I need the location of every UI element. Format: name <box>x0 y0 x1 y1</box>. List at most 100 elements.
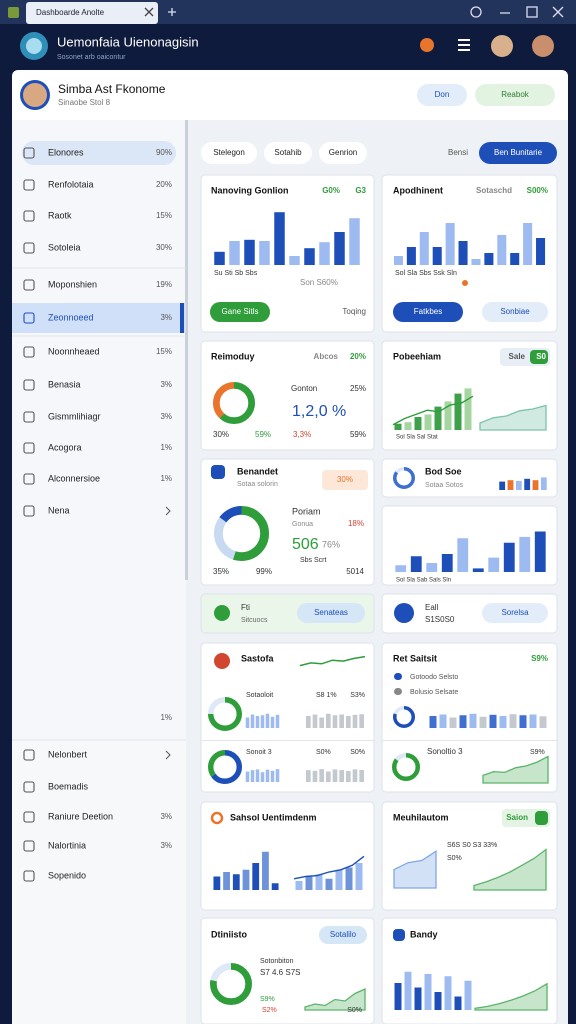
toolbar-button[interactable] <box>479 142 557 164</box>
nav-label[interactable]: Sotoleia <box>48 242 81 252</box>
card-text: S0% <box>316 749 331 756</box>
toolbar-tab-label[interactable]: Sotahib <box>274 148 302 157</box>
nav-icon <box>23 179 35 191</box>
nav-label[interactable]: Elonores <box>48 147 84 157</box>
card-text: 99% <box>256 567 272 576</box>
card-button[interactable] <box>319 926 367 944</box>
bar <box>539 716 547 728</box>
card-text: Sol Sla Sbs Ssk Sln <box>395 270 457 277</box>
card-link-button-label[interactable]: Sonbiae <box>500 307 530 316</box>
card-button-label[interactable]: Sorelsa <box>501 608 529 617</box>
nav-chevron <box>165 750 171 760</box>
card-button[interactable] <box>297 603 365 623</box>
card-text: Sotonbiton <box>260 958 294 965</box>
toolbar-button-label[interactable]: Ben Bunitarie <box>494 148 543 157</box>
card-button-label[interactable]: Senateas <box>314 608 348 617</box>
close[interactable] <box>552 6 564 18</box>
card-text: Poriam <box>292 506 321 516</box>
bar <box>503 542 515 572</box>
app-logo-core <box>26 38 42 54</box>
card-button[interactable] <box>210 302 270 322</box>
card-text: Sotaoloit <box>246 692 273 699</box>
bar <box>332 715 338 728</box>
bar <box>410 556 422 572</box>
card-text: 30% <box>213 430 229 439</box>
nav-label[interactable]: Nena <box>48 505 70 515</box>
card-icon <box>210 811 224 825</box>
toolbar-link[interactable]: Bensi <box>448 148 468 157</box>
nav-label[interactable]: Zeonnoeed <box>48 312 94 322</box>
browser-tab[interactable] <box>26 2 158 24</box>
nav-label[interactable]: Moponshien <box>48 279 97 289</box>
nav-label[interactable]: Alconnersioe <box>48 473 100 483</box>
card-link-button[interactable] <box>482 302 548 322</box>
card-icon <box>394 603 414 623</box>
user-avatar[interactable] <box>491 35 513 57</box>
toolbar-tab[interactable] <box>319 142 367 164</box>
nav-label[interactable]: Gismmlihiagr <box>48 411 101 421</box>
donut-segment <box>393 705 416 728</box>
card-title: Sahsol Uentimdenm <box>230 812 317 822</box>
bar <box>510 253 520 265</box>
toolbar-tab[interactable] <box>264 142 312 164</box>
bar <box>523 223 533 265</box>
card-link[interactable]: Toqing <box>342 307 366 316</box>
card-button-label[interactable]: Gane Sitls <box>222 307 259 316</box>
bar <box>454 996 462 1010</box>
nav-label[interactable]: Nelonbert <box>48 749 88 759</box>
app-subtitle: Sosonet arb oaicontur <box>57 54 126 61</box>
toolbar-tab-label[interactable]: Genrion <box>329 148 357 157</box>
card-text: S8 1% <box>316 692 337 699</box>
profile-button[interactable] <box>475 84 555 106</box>
card-decor <box>393 929 405 941</box>
nav-icon <box>23 749 35 761</box>
card-button-label[interactable]: Sotalilo <box>330 930 357 939</box>
bar <box>394 423 402 430</box>
maximize[interactable] <box>526 6 538 18</box>
tab-close[interactable] <box>144 7 154 17</box>
area <box>479 404 547 431</box>
card-button-label[interactable]: Fatkbes <box>414 307 442 316</box>
card-button[interactable] <box>393 302 463 322</box>
card-text: S3% <box>350 692 365 699</box>
new-tab[interactable] <box>168 8 176 16</box>
bar <box>319 769 324 782</box>
nav-label[interactable]: Raotk <box>48 210 72 220</box>
profile-button-label[interactable]: Reabok <box>501 90 530 99</box>
account-icon[interactable] <box>470 6 482 18</box>
notification-icon[interactable] <box>420 38 434 52</box>
nav-label[interactable]: Renfolotaia <box>48 179 94 189</box>
toolbar-tab-label[interactable]: Stelegon <box>213 148 245 157</box>
bar <box>352 769 358 782</box>
nav-label[interactable]: Sopenido <box>48 870 86 880</box>
toolbar-tab[interactable] <box>201 142 257 164</box>
nav-label[interactable]: Boemadis <box>48 781 89 791</box>
user-avatar[interactable] <box>532 35 554 57</box>
card-title: Benandet <box>237 466 278 476</box>
nav-icon <box>23 811 35 823</box>
card-button[interactable] <box>482 603 548 623</box>
nav-label[interactable]: Benasia <box>48 379 81 389</box>
nav-label[interactable]: Nalortinia <box>48 840 86 850</box>
donut-segment <box>212 382 255 424</box>
bar <box>315 874 323 890</box>
nav-label[interactable]: Acogora <box>48 442 82 452</box>
tab-title[interactable]: Dashboarde Anolte <box>36 8 105 17</box>
card-text: S0% <box>350 749 365 756</box>
profile-button[interactable] <box>417 84 467 106</box>
bar <box>393 256 403 265</box>
bar <box>305 876 313 890</box>
card-text: 25% <box>350 384 366 393</box>
bar <box>534 531 546 572</box>
nav-label[interactable]: Noonnheaed <box>48 346 100 356</box>
nav-label[interactable]: Raniure Deetion <box>48 811 113 821</box>
sidebar-note: 1% <box>160 713 172 722</box>
bar <box>334 232 345 265</box>
profile-button-label[interactable]: Don <box>435 90 450 99</box>
bar <box>339 770 344 782</box>
menu-icon[interactable] <box>458 39 470 51</box>
area <box>304 987 366 1011</box>
bar <box>270 770 275 782</box>
bar <box>419 232 429 265</box>
